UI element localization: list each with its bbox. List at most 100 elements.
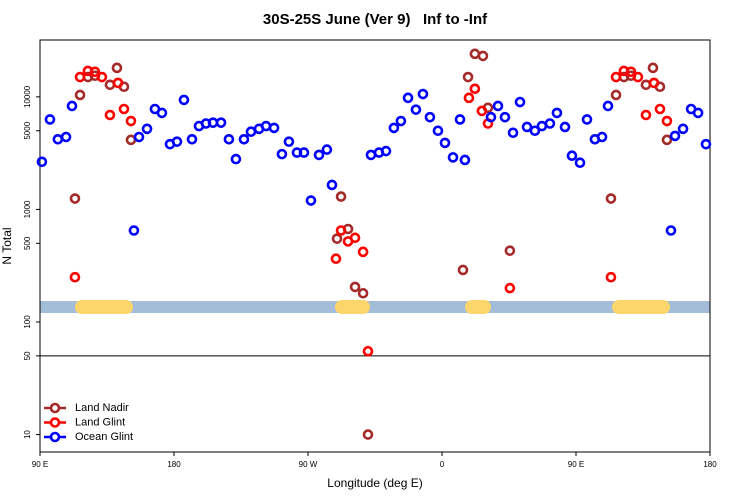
point	[544, 118, 556, 129]
point	[357, 246, 369, 258]
point	[321, 144, 333, 155]
legend-label: Ocean Glint	[75, 431, 133, 443]
point	[529, 125, 541, 137]
y-tick-label: 500	[23, 236, 32, 250]
point	[402, 92, 414, 104]
point	[133, 131, 145, 143]
point	[605, 193, 617, 204]
point	[410, 104, 422, 115]
point	[128, 225, 140, 236]
point	[230, 153, 242, 165]
point	[52, 133, 64, 145]
x-tick-label: 90 W	[299, 460, 318, 469]
point	[66, 100, 78, 112]
point	[559, 121, 571, 133]
point	[648, 77, 660, 89]
chart-title: 30S-25S June (Ver 9) Inf to -Inf	[263, 11, 488, 28]
point	[349, 232, 361, 244]
point	[349, 281, 361, 293]
point	[632, 71, 644, 83]
point	[462, 71, 474, 83]
point	[156, 107, 168, 119]
point	[104, 79, 116, 91]
point	[665, 225, 677, 236]
point	[335, 191, 347, 202]
point	[96, 71, 108, 83]
point	[326, 179, 338, 191]
point	[283, 136, 295, 147]
x-tick-label: 180	[703, 460, 717, 469]
y-axis-label: N Total	[0, 227, 14, 264]
point	[476, 105, 488, 117]
point	[492, 100, 504, 112]
point	[330, 253, 342, 265]
point	[661, 134, 673, 146]
point	[504, 282, 516, 294]
point	[610, 71, 622, 83]
point	[104, 109, 116, 121]
point	[276, 148, 288, 160]
y-tick-label: 100	[23, 315, 32, 329]
x-tick-label: 0	[440, 460, 445, 469]
point	[677, 123, 689, 135]
point	[112, 77, 124, 89]
point	[485, 111, 497, 123]
point	[669, 130, 681, 142]
point	[647, 62, 659, 74]
point	[298, 147, 310, 158]
point	[640, 109, 652, 121]
point	[362, 345, 374, 357]
point	[362, 429, 374, 440]
legend-marker	[49, 431, 61, 443]
point	[44, 114, 56, 125]
point	[260, 120, 272, 132]
point	[60, 131, 72, 143]
point	[499, 111, 511, 123]
point	[581, 114, 593, 125]
x-tick-label: 180	[167, 460, 181, 469]
point	[111, 62, 123, 74]
point	[424, 111, 436, 123]
plot-frame	[39, 39, 711, 453]
point	[514, 96, 526, 108]
y-tick-label: 1000	[23, 200, 32, 218]
y-tick-label: 10000	[23, 85, 32, 108]
point	[602, 100, 614, 112]
point	[357, 287, 369, 299]
x-tick-label: 90 E	[568, 460, 584, 469]
point	[477, 50, 489, 62]
point	[395, 115, 407, 127]
point	[521, 121, 533, 133]
land-band	[465, 300, 491, 314]
point	[268, 122, 280, 134]
point	[551, 107, 563, 119]
point	[447, 152, 459, 163]
point	[700, 138, 712, 150]
surface-band	[40, 300, 710, 314]
point	[640, 79, 652, 91]
legend-label: Land Glint	[75, 416, 125, 428]
point	[141, 123, 153, 135]
point	[215, 117, 227, 128]
point	[654, 103, 666, 115]
point	[692, 107, 704, 119]
land-band	[335, 300, 370, 314]
point	[118, 103, 130, 115]
point	[596, 131, 608, 143]
point	[238, 133, 250, 145]
point	[417, 88, 429, 100]
point	[305, 195, 317, 206]
point	[89, 66, 101, 78]
legend-marker	[49, 417, 61, 428]
point	[439, 137, 451, 149]
point	[454, 114, 466, 125]
y-tick-label: 10	[23, 430, 32, 439]
x-axis-label: Longitude (deg E)	[327, 476, 422, 490]
point	[457, 264, 469, 276]
legend-marker	[49, 402, 61, 414]
point	[74, 89, 86, 101]
point	[566, 150, 578, 162]
point	[661, 115, 673, 127]
point	[380, 145, 392, 157]
point	[463, 92, 475, 104]
